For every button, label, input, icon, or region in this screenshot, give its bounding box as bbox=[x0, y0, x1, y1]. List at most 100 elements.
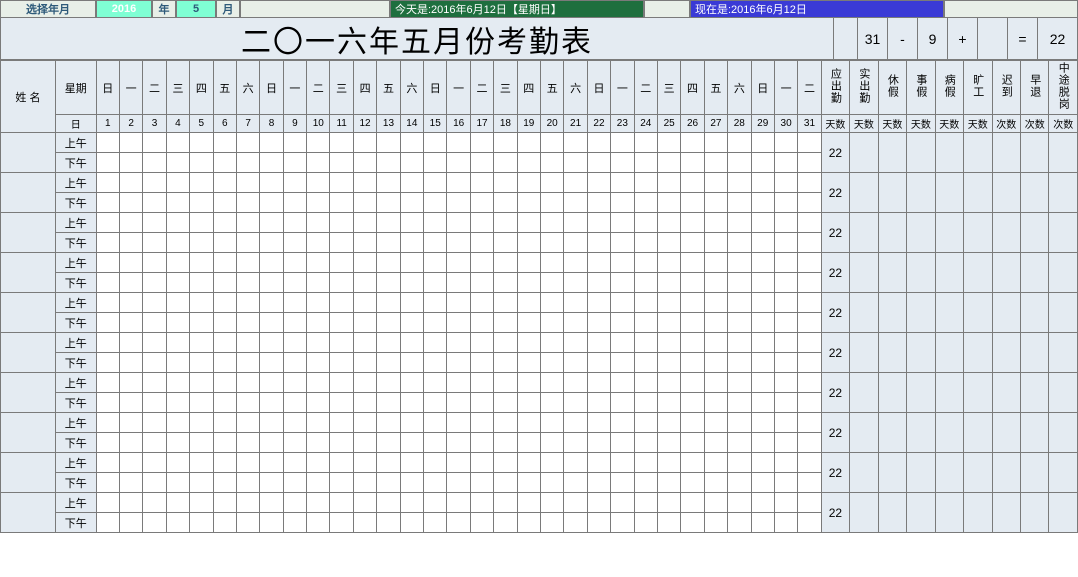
attendance-cell[interactable] bbox=[704, 193, 727, 213]
attendance-cell[interactable] bbox=[400, 513, 423, 533]
stat-cell[interactable] bbox=[992, 133, 1020, 173]
attendance-cell[interactable] bbox=[634, 193, 657, 213]
attendance-cell[interactable] bbox=[190, 433, 213, 453]
attendance-cell[interactable] bbox=[213, 513, 236, 533]
attendance-cell[interactable] bbox=[470, 393, 493, 413]
attendance-cell[interactable] bbox=[657, 353, 680, 373]
attendance-cell[interactable] bbox=[283, 153, 306, 173]
stat-cell[interactable] bbox=[878, 493, 906, 533]
name-cell[interactable] bbox=[1, 453, 56, 493]
attendance-cell[interactable] bbox=[704, 393, 727, 413]
attendance-cell[interactable] bbox=[353, 233, 376, 253]
attendance-cell[interactable] bbox=[681, 513, 704, 533]
attendance-cell[interactable] bbox=[681, 433, 704, 453]
attendance-cell[interactable] bbox=[587, 333, 610, 353]
attendance-cell[interactable] bbox=[657, 393, 680, 413]
attendance-cell[interactable] bbox=[166, 453, 189, 473]
attendance-cell[interactable] bbox=[424, 313, 447, 333]
attendance-cell[interactable] bbox=[517, 473, 540, 493]
attendance-cell[interactable] bbox=[119, 233, 142, 253]
attendance-cell[interactable] bbox=[774, 213, 797, 233]
attendance-cell[interactable] bbox=[541, 213, 564, 233]
attendance-cell[interactable] bbox=[377, 493, 400, 513]
attendance-cell[interactable] bbox=[541, 233, 564, 253]
attendance-cell[interactable] bbox=[330, 513, 353, 533]
attendance-cell[interactable] bbox=[611, 133, 634, 153]
attendance-cell[interactable] bbox=[798, 133, 821, 153]
attendance-cell[interactable] bbox=[166, 513, 189, 533]
attendance-cell[interactable] bbox=[143, 253, 166, 273]
attendance-cell[interactable] bbox=[447, 313, 470, 333]
attendance-cell[interactable] bbox=[213, 253, 236, 273]
attendance-cell[interactable] bbox=[330, 333, 353, 353]
attendance-cell[interactable] bbox=[611, 313, 634, 333]
attendance-cell[interactable] bbox=[283, 213, 306, 233]
attendance-cell[interactable] bbox=[704, 153, 727, 173]
attendance-cell[interactable] bbox=[728, 413, 751, 433]
attendance-cell[interactable] bbox=[470, 373, 493, 393]
attendance-cell[interactable] bbox=[564, 333, 587, 353]
attendance-cell[interactable] bbox=[751, 133, 774, 153]
attendance-cell[interactable] bbox=[307, 313, 330, 333]
attendance-cell[interactable] bbox=[704, 333, 727, 353]
attendance-cell[interactable] bbox=[611, 193, 634, 213]
attendance-cell[interactable] bbox=[798, 373, 821, 393]
attendance-cell[interactable] bbox=[470, 173, 493, 193]
attendance-cell[interactable] bbox=[96, 213, 119, 233]
attendance-cell[interactable] bbox=[353, 253, 376, 273]
attendance-cell[interactable] bbox=[236, 293, 259, 313]
attendance-cell[interactable] bbox=[353, 393, 376, 413]
attendance-cell[interactable] bbox=[119, 133, 142, 153]
attendance-cell[interactable] bbox=[774, 413, 797, 433]
attendance-cell[interactable] bbox=[307, 293, 330, 313]
attendance-cell[interactable] bbox=[681, 493, 704, 513]
attendance-cell[interactable] bbox=[307, 153, 330, 173]
attendance-cell[interactable] bbox=[587, 433, 610, 453]
attendance-cell[interactable] bbox=[587, 353, 610, 373]
attendance-cell[interactable] bbox=[424, 433, 447, 453]
attendance-cell[interactable] bbox=[213, 153, 236, 173]
attendance-cell[interactable] bbox=[400, 313, 423, 333]
attendance-cell[interactable] bbox=[494, 313, 517, 333]
attendance-cell[interactable] bbox=[283, 173, 306, 193]
attendance-cell[interactable] bbox=[517, 293, 540, 313]
attendance-cell[interactable] bbox=[728, 373, 751, 393]
attendance-cell[interactable] bbox=[213, 233, 236, 253]
attendance-cell[interactable] bbox=[611, 413, 634, 433]
attendance-cell[interactable] bbox=[119, 153, 142, 173]
attendance-cell[interactable] bbox=[213, 433, 236, 453]
stat-cell[interactable] bbox=[964, 493, 992, 533]
attendance-cell[interactable] bbox=[564, 293, 587, 313]
attendance-cell[interactable] bbox=[190, 513, 213, 533]
attendance-cell[interactable] bbox=[564, 213, 587, 233]
stat-cell[interactable] bbox=[1020, 333, 1048, 373]
attendance-cell[interactable] bbox=[681, 133, 704, 153]
attendance-cell[interactable] bbox=[704, 413, 727, 433]
attendance-cell[interactable] bbox=[377, 233, 400, 253]
attendance-cell[interactable] bbox=[330, 233, 353, 253]
attendance-cell[interactable] bbox=[283, 373, 306, 393]
attendance-cell[interactable] bbox=[798, 233, 821, 253]
attendance-cell[interactable] bbox=[517, 173, 540, 193]
stat-cell[interactable] bbox=[907, 333, 935, 373]
name-cell[interactable] bbox=[1, 133, 56, 173]
attendance-cell[interactable] bbox=[704, 513, 727, 533]
attendance-cell[interactable] bbox=[166, 393, 189, 413]
attendance-cell[interactable] bbox=[611, 153, 634, 173]
attendance-cell[interactable] bbox=[634, 373, 657, 393]
attendance-cell[interactable] bbox=[634, 173, 657, 193]
attendance-cell[interactable] bbox=[657, 253, 680, 273]
attendance-cell[interactable] bbox=[307, 393, 330, 413]
stat-cell[interactable] bbox=[992, 253, 1020, 293]
stat-cell[interactable] bbox=[1049, 173, 1078, 213]
attendance-cell[interactable] bbox=[260, 193, 283, 213]
attendance-cell[interactable] bbox=[400, 473, 423, 493]
attendance-cell[interactable] bbox=[517, 373, 540, 393]
attendance-cell[interactable] bbox=[541, 253, 564, 273]
attendance-cell[interactable] bbox=[634, 273, 657, 293]
attendance-cell[interactable] bbox=[283, 353, 306, 373]
stat-cell[interactable] bbox=[1049, 253, 1078, 293]
attendance-cell[interactable] bbox=[190, 333, 213, 353]
stat-cell[interactable]: 22 bbox=[821, 133, 849, 173]
attendance-cell[interactable] bbox=[400, 433, 423, 453]
